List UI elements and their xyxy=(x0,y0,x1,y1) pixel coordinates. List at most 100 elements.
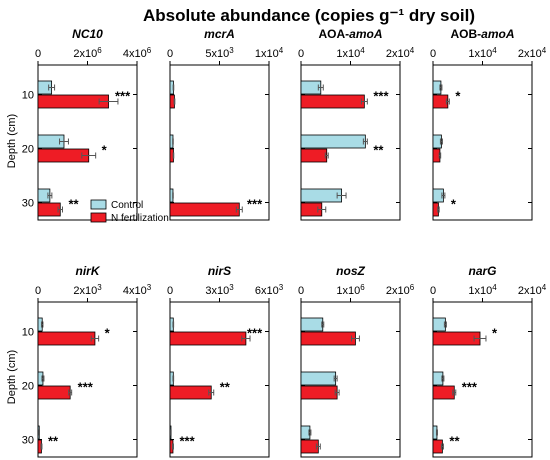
x-tick-label: 2x104 xyxy=(386,46,415,60)
x-tick-label: 5x103 xyxy=(205,46,234,60)
bar-n-fertilization-30 xyxy=(300,439,319,454)
bar-n-fertilization-20 xyxy=(37,385,71,400)
bar-control-30 xyxy=(300,188,342,203)
error-bar xyxy=(437,206,440,213)
error-bar xyxy=(172,84,175,91)
error-bar xyxy=(47,192,53,199)
error-bar xyxy=(208,389,215,396)
significance-mark: * xyxy=(102,143,108,158)
depth-tick-label: 10 xyxy=(22,90,34,102)
panel-title: AOA-amoA xyxy=(318,27,382,41)
panel-title: narG xyxy=(468,264,496,278)
error-bar xyxy=(438,152,442,159)
error-bar xyxy=(452,389,457,396)
x-tick-label: 2x106 xyxy=(386,283,415,297)
bar-n-fertilization-10 xyxy=(300,331,356,346)
depth-tick-label: 30 xyxy=(22,198,34,210)
x-tick-label: 0 xyxy=(167,48,173,60)
error-bar xyxy=(441,375,445,382)
legend-label: Control xyxy=(111,200,143,211)
error-bar xyxy=(241,335,251,342)
legend: Control N fertilization xyxy=(90,199,169,224)
x-tick-label: 0 xyxy=(35,285,41,297)
x-tick-label: 4x106 xyxy=(123,46,152,60)
error-bar xyxy=(171,443,174,450)
error-bar xyxy=(40,443,43,450)
bar-n-fertilization-10 xyxy=(37,94,109,109)
error-bar xyxy=(98,98,119,105)
y-axis-label-bottom: Depth (cm) xyxy=(6,350,18,404)
x-tick-label: 0 xyxy=(430,285,436,297)
panel-title: nirS xyxy=(208,264,231,278)
error-bar xyxy=(473,335,487,342)
error-bar xyxy=(440,443,444,450)
x-tick-label: 6x103 xyxy=(255,283,284,297)
error-bar xyxy=(439,84,443,91)
significance-mark: *** xyxy=(247,197,263,212)
legend-swatch-control xyxy=(90,199,107,210)
error-bar xyxy=(68,389,73,396)
error-bar xyxy=(350,335,360,342)
error-bar xyxy=(41,375,45,382)
significance-mark: * xyxy=(105,326,111,341)
significance-mark: * xyxy=(455,89,461,104)
x-tick-label: 0 xyxy=(167,285,173,297)
x-tick-label: 0 xyxy=(298,285,304,297)
error-bar xyxy=(362,138,368,145)
depth-tick-label: 20 xyxy=(22,381,34,393)
error-bar xyxy=(324,152,329,159)
bar-control-10 xyxy=(300,317,324,332)
error-bar xyxy=(235,206,243,213)
depth-tick-label: 30 xyxy=(22,435,34,447)
bar-n-fertilization-20 xyxy=(300,385,338,400)
bar-n-fertilization-30 xyxy=(37,202,61,217)
plot-frame xyxy=(432,64,533,221)
plot-frame xyxy=(432,301,533,458)
x-tick-label: 3x103 xyxy=(205,283,234,297)
panel-title: AOB-amoA xyxy=(450,27,514,41)
x-tick-label: 1x104 xyxy=(336,46,365,60)
error-bar xyxy=(315,443,321,450)
error-bar xyxy=(360,98,368,105)
y-axis-label-top: Depth (cm) xyxy=(6,114,18,168)
x-tick-label: 1x106 xyxy=(336,283,365,297)
error-bar xyxy=(317,84,324,91)
error-bar xyxy=(172,375,175,382)
error-bar xyxy=(317,206,327,213)
legend-swatch-n-fertilization xyxy=(90,212,107,223)
error-bar xyxy=(443,321,447,328)
x-tick-label: 1x104 xyxy=(468,283,497,297)
x-tick-label: 2x103 xyxy=(73,283,102,297)
error-bar xyxy=(57,206,64,213)
x-tick-label: 4x103 xyxy=(123,283,152,297)
depth-tick-label: 10 xyxy=(22,327,34,339)
error-bar xyxy=(90,335,100,342)
panel-nosz: nosZ 0 1x106 2x106 xyxy=(298,264,415,458)
bar-control-20 xyxy=(300,371,337,386)
significance-mark: *** xyxy=(373,89,389,104)
legend-label: N fertilization xyxy=(111,213,169,224)
bar-n-fertilization-10 xyxy=(432,94,449,109)
significance-mark: ** xyxy=(69,197,80,212)
error-bar xyxy=(48,84,56,91)
error-bar xyxy=(321,321,325,328)
significance-mark: *** xyxy=(78,380,94,395)
significance-mark: *** xyxy=(247,326,263,341)
significance-mark: ** xyxy=(48,434,59,449)
x-tick-label: 1x104 xyxy=(468,46,497,60)
significance-mark: * xyxy=(451,197,457,212)
error-bar xyxy=(59,138,69,145)
x-tick-label: 1x104 xyxy=(255,46,284,60)
panel-title: nosZ xyxy=(336,264,365,278)
significance-mark: *** xyxy=(179,434,195,449)
bar-n-fertilization-20 xyxy=(37,148,90,163)
significance-mark: ** xyxy=(373,143,384,158)
error-bar xyxy=(435,429,438,436)
bar-control-20 xyxy=(300,134,366,149)
error-bar xyxy=(308,429,312,436)
x-tick-label: 2x104 xyxy=(518,283,547,297)
significance-mark: *** xyxy=(115,89,131,104)
